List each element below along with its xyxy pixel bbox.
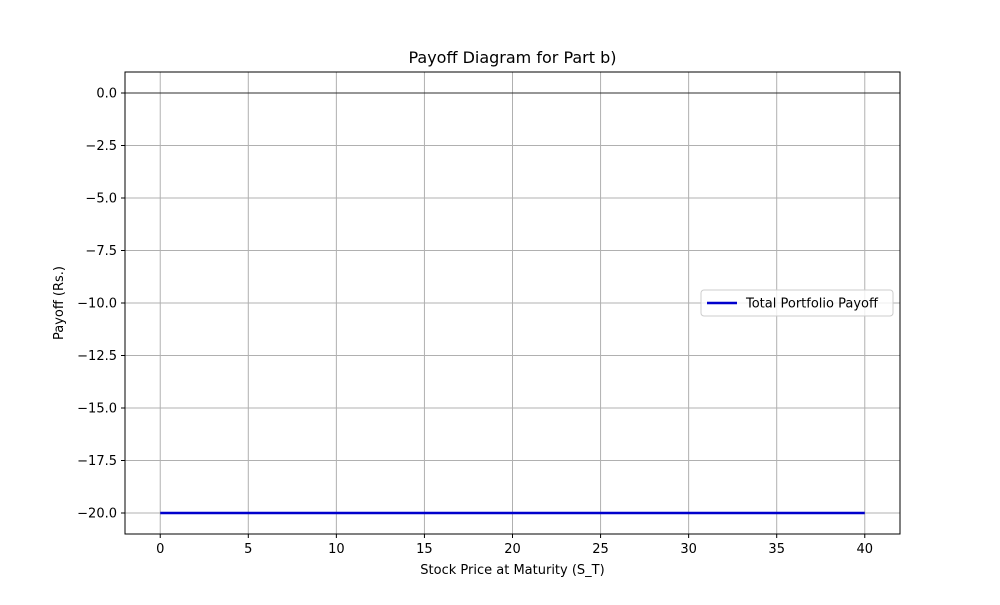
- y-tick-label: −20.0: [77, 507, 117, 522]
- y-tick-label: −15.0: [77, 402, 117, 417]
- y-tick-label: −2.5: [85, 139, 117, 154]
- legend-box: [700, 289, 894, 317]
- y-tick-label: −7.5: [85, 244, 117, 259]
- legend: Total Portfolio Payoff: [700, 289, 894, 317]
- y-tick-label: −10.0: [77, 297, 117, 312]
- y-axis-title: Payoff (Rs.): [52, 266, 67, 340]
- x-tick-label: 10: [328, 542, 345, 557]
- x-tick-label: 35: [768, 542, 785, 557]
- legend-label-total-portfolio-payoff: Total Portfolio Payoff: [745, 297, 879, 312]
- x-tick-label: 20: [504, 542, 521, 557]
- y-tick-label: −17.5: [77, 454, 117, 469]
- x-axis-title: Stock Price at Maturity (S_T): [420, 563, 604, 578]
- y-tick-label: 0.0: [96, 87, 117, 102]
- x-tick-label: 40: [856, 542, 873, 557]
- x-tick-label: 0: [156, 542, 164, 557]
- y-tick-label: −5.0: [85, 192, 117, 207]
- chart-title: Payoff Diagram for Part b): [408, 48, 616, 67]
- x-tick-label: 25: [592, 542, 609, 557]
- x-tick-label: 15: [416, 542, 433, 557]
- y-tick-label: −12.5: [77, 349, 117, 364]
- ticks: 0 5 10 15 20 25 30 35 40 0.0 −2.5 −5.0 −7.5 −10.0 −12.…: [77, 87, 873, 558]
- x-tick-label: 30: [680, 542, 697, 557]
- x-tick-label: 5: [244, 542, 252, 557]
